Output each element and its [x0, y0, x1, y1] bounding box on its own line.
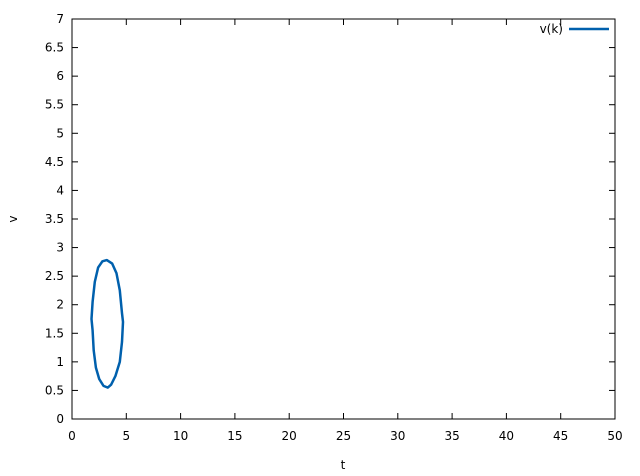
y-tick-label: 6: [56, 69, 64, 83]
x-tick-label: 10: [173, 429, 188, 443]
y-tick-label: 5.5: [45, 98, 64, 112]
x-tick-label: 15: [227, 429, 242, 443]
x-tick-label: 5: [122, 429, 130, 443]
x-tick-label: 35: [444, 429, 459, 443]
x-tick-label: 20: [282, 429, 297, 443]
x-tick-label: 30: [390, 429, 405, 443]
x-tick-label: 45: [553, 429, 568, 443]
y-tick-label: 2: [56, 298, 64, 312]
y-tick-label: 4.5: [45, 155, 64, 169]
legend-label: v(k): [540, 22, 563, 36]
y-tick-label: 6.5: [45, 41, 64, 55]
y-tick-label: 7: [56, 12, 64, 26]
y-tick-label: 0: [56, 412, 64, 426]
y-tick-label: 4: [56, 183, 64, 197]
series-layer: [90, 258, 125, 389]
y-tick-label: 2.5: [45, 269, 64, 283]
x-axis-ticks: 0 5 10 15 20 25 30 35 40 45 50: [68, 19, 623, 443]
x-tick-label: 0: [68, 429, 76, 443]
plot-frame: [71, 18, 616, 420]
x-tick-label: 40: [499, 429, 514, 443]
y-tick-label: 3: [56, 241, 64, 255]
y-tick-label: 5: [56, 126, 64, 140]
x-axis-label: t: [341, 458, 346, 472]
legend: v(k): [540, 22, 609, 36]
x-tick-label: 25: [336, 429, 351, 443]
y-tick-label: 1: [56, 355, 64, 369]
x-tick-label: 50: [607, 429, 622, 443]
y-tick-label: 0.5: [45, 383, 64, 397]
y-tick-label: 1.5: [45, 326, 64, 340]
y-axis-label: v: [6, 215, 20, 222]
y-tick-label: 3.5: [45, 212, 64, 226]
y-axis-ticks: 0 0.5 1 1.5 2 2.5 3 3.5 4 4.5 5 5.5 6 6.5 7: [45, 12, 615, 426]
series-line: [90, 258, 125, 389]
